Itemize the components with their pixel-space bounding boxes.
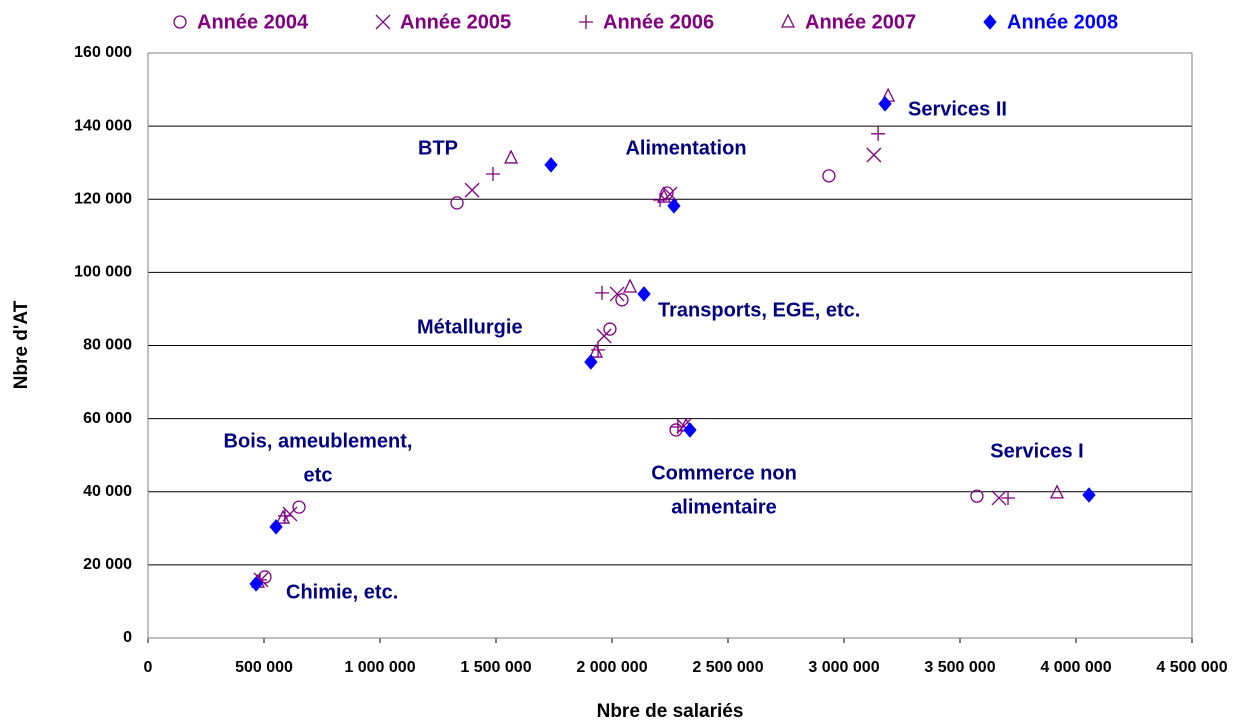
- x-tick-label: 2 500 000: [692, 659, 763, 676]
- point: [878, 96, 892, 112]
- legend-marker: [173, 15, 187, 29]
- point: [485, 167, 500, 182]
- point: [683, 422, 697, 438]
- point: [866, 147, 882, 163]
- y-tick-label: 160 000: [74, 44, 132, 61]
- point: [269, 519, 283, 535]
- point: [637, 286, 651, 302]
- point: [588, 343, 604, 358]
- point: [584, 354, 598, 370]
- annotation: Services I: [990, 440, 1083, 462]
- point: [603, 322, 617, 336]
- y-tick-label: 0: [123, 629, 132, 646]
- point: [292, 500, 306, 514]
- point: [1001, 490, 1016, 505]
- y-tick-label: 60 000: [83, 410, 132, 427]
- x-tick-label: 1 000 000: [344, 659, 415, 676]
- annotation: Transports, EGE, etc.: [658, 299, 860, 321]
- x-axis-title: Nbre de salariés: [597, 701, 744, 722]
- legend-label: Année 2007: [805, 11, 916, 33]
- point: [667, 198, 681, 214]
- x-tick-label: 1 500 000: [460, 659, 531, 676]
- y-tick-label: 80 000: [83, 337, 132, 354]
- y-tick-label: 100 000: [74, 264, 132, 281]
- plot-area: [147, 52, 1193, 639]
- x-tick-label: 500 000: [235, 659, 293, 676]
- point: [623, 278, 638, 293]
- annotation: Services II: [908, 98, 1007, 120]
- point: [871, 126, 886, 141]
- legend-label: Année 2008: [1007, 11, 1118, 33]
- x-tick-label: 3 500 000: [924, 659, 995, 676]
- point: [991, 490, 1007, 506]
- annotation: alimentaire: [671, 496, 777, 518]
- legend-label: Année 2005: [400, 11, 511, 33]
- legend-label: Année 2004: [197, 11, 309, 33]
- annotation: etc: [304, 464, 333, 486]
- x-tick-label: 2 000 000: [576, 659, 647, 676]
- point: [544, 157, 558, 173]
- y-tick-label: 40 000: [83, 483, 132, 500]
- point: [504, 149, 519, 164]
- y-tick-label: 140 000: [74, 117, 132, 134]
- annotation: Métallurgie: [417, 316, 523, 338]
- annotation: Bois, ameublement,: [224, 430, 413, 452]
- point: [609, 286, 625, 302]
- point: [669, 423, 683, 437]
- point: [450, 196, 464, 210]
- point: [822, 169, 836, 183]
- legend-marker: [375, 14, 391, 30]
- point: [656, 188, 672, 203]
- point: [615, 293, 629, 307]
- x-tick-label: 3 000 000: [808, 659, 879, 676]
- point: [249, 576, 263, 592]
- y-tick-label: 120 000: [74, 190, 132, 207]
- point: [275, 509, 291, 524]
- x-tick-label: 4 500 000: [1156, 659, 1227, 676]
- point: [970, 489, 984, 503]
- legend-marker: [780, 13, 796, 28]
- legend-marker: [983, 14, 997, 30]
- x-tick-label: 4 000 000: [1040, 659, 1111, 676]
- point: [670, 420, 685, 435]
- point: [1082, 487, 1096, 503]
- x-tick-label: 0: [144, 659, 153, 676]
- legend-marker: [579, 15, 593, 29]
- y-tick-label: 20 000: [83, 556, 132, 573]
- annotation: Alimentation: [625, 137, 746, 159]
- point: [596, 328, 612, 344]
- point: [595, 285, 610, 300]
- point: [660, 186, 674, 200]
- y-axis-title: Nbre d'AT: [11, 300, 32, 389]
- point: [653, 192, 668, 207]
- point: [1049, 484, 1065, 499]
- point: [464, 182, 480, 198]
- point: [662, 186, 678, 202]
- annotation: Chimie, etc.: [286, 581, 398, 603]
- annotation: Commerce non: [651, 462, 797, 484]
- annotation: BTP: [418, 137, 458, 159]
- legend-label: Année 2006: [603, 11, 714, 33]
